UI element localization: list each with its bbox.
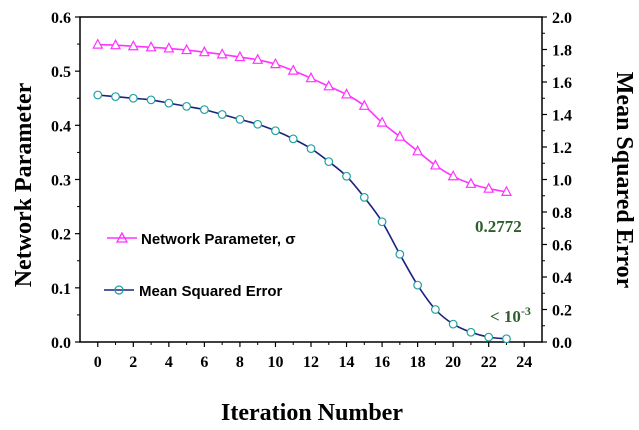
x-tick-label-0: 0 — [94, 354, 102, 371]
series-1-point-16 — [377, 217, 387, 227]
series-0-point-17 — [394, 130, 406, 141]
legend: Network Parameter, σ Mean Squared Error — [104, 231, 296, 300]
series-1-point-6 — [199, 105, 209, 115]
axes: 0 2 4 6 8 10 12 14 16 18 20 22 240.00.10.20.30.40.50… — [51, 10, 572, 371]
legend-entry-network-parameter: Network Parameter, σ — [107, 231, 296, 248]
series-0-point-21 — [465, 177, 477, 188]
x-tick-label-7: 14 — [339, 354, 355, 371]
y-right-tick-label-1: 0.2 — [552, 303, 572, 320]
series-1-point-12 — [306, 144, 316, 154]
series-0-point-8 — [234, 50, 246, 62]
y-left-tick-label-5: 0.5 — [51, 64, 71, 81]
y-right-tick-label-4: 0.8 — [552, 205, 572, 222]
y-left-tick-label-0: 0.0 — [51, 335, 71, 352]
x-tick-label-3: 6 — [200, 354, 208, 371]
series-0-point-9 — [252, 53, 264, 64]
x-tick-label-2: 4 — [165, 354, 173, 371]
y-right-tick-label-7: 1.4 — [552, 108, 572, 125]
y-right-tick-label-2: 0.4 — [552, 270, 572, 287]
series-1-point-1 — [111, 92, 120, 102]
series-line-0 — [97, 43, 507, 193]
x-tick-label-12: 24 — [516, 354, 532, 371]
series-1-point-5 — [182, 101, 192, 111]
series-1-point-15 — [359, 192, 369, 202]
series-1-point-13 — [324, 157, 334, 167]
y-right-tick-label-9: 1.8 — [552, 43, 572, 60]
series-0-point-13 — [323, 80, 335, 91]
y-right-tick-label-8: 1.6 — [552, 75, 572, 92]
series-0-point-2 — [127, 39, 139, 51]
x-tick-label-6: 12 — [303, 354, 319, 371]
y-right-tick-label-3: 0.6 — [552, 238, 572, 255]
series-1-point-0 — [93, 90, 103, 100]
y-axis-left-title: Network Parameter — [11, 82, 37, 287]
y-left-tick-label-1: 0.1 — [51, 281, 71, 298]
legend-label-mse: Mean Squared Error — [139, 283, 283, 300]
series-0-point-15 — [358, 99, 370, 110]
series-1-point-14 — [342, 171, 351, 181]
x-tick-label-8: 16 — [374, 354, 390, 371]
y-left-tick-label-4: 0.4 — [51, 118, 71, 135]
series-1-point-7 — [217, 110, 227, 119]
series-0-point-0 — [92, 38, 104, 49]
series-0-point-23 — [500, 185, 512, 196]
series-line-1 — [97, 94, 507, 340]
series-0-point-14 — [341, 88, 353, 99]
series-1-point-18 — [413, 280, 423, 290]
series-0-point-19 — [429, 159, 441, 170]
series-0-point-5 — [181, 43, 193, 55]
series-0-point-11 — [287, 64, 299, 75]
x-tick-label-4: 8 — [236, 354, 244, 371]
series-1-point-2 — [128, 93, 138, 103]
annotation-final-mse-exponent: -3 — [521, 304, 531, 318]
annotation-final-parameter: 0.2772 — [475, 217, 522, 236]
series-0-point-16 — [376, 116, 388, 127]
x-tick-label-10: 20 — [445, 354, 461, 371]
series-1-point-17 — [395, 249, 405, 259]
series-1-point-3 — [146, 95, 156, 105]
x-tick-label-1: 2 — [129, 354, 137, 371]
x-tick-label-5: 10 — [267, 354, 283, 371]
legend-entry-mse: Mean Squared Error — [104, 283, 283, 300]
y-axis-right-title: Mean Squared Error — [611, 72, 637, 289]
series-1-point-19 — [430, 305, 440, 314]
series-0-point-1 — [110, 38, 122, 50]
series-0-point-22 — [483, 182, 495, 193]
y-right-tick-label-10: 2.0 — [552, 10, 572, 27]
series-0-point-18 — [412, 145, 424, 156]
legend-label-network-parameter: Network Parameter, σ — [141, 231, 296, 248]
series-0-point-7 — [216, 48, 228, 59]
series-1-point-20 — [448, 319, 458, 329]
series-1-point-21 — [466, 327, 476, 337]
series-0-point-3 — [145, 41, 157, 52]
series-1-point-23 — [502, 334, 511, 344]
x-tick-label-9: 18 — [410, 354, 426, 371]
y-right-tick-label-5: 1.0 — [552, 173, 572, 190]
series-0-point-10 — [269, 57, 281, 69]
legend-marker-circle — [114, 285, 124, 295]
series-1-point-8 — [235, 114, 245, 124]
series-1-point-10 — [271, 126, 280, 136]
series-0-point-20 — [447, 169, 459, 181]
x-tick-label-11: 22 — [481, 354, 497, 371]
y-left-tick-label-6: 0.6 — [51, 10, 71, 27]
legend-marker-triangle — [115, 231, 129, 243]
y-right-tick-label-6: 1.2 — [552, 140, 572, 157]
annotation-final-mse-base: < 10 — [490, 307, 521, 326]
series-1-point-22 — [484, 332, 494, 342]
series-0-point-12 — [305, 71, 317, 83]
x-axis-title: Iteration Number — [221, 400, 403, 426]
y-right-tick-label-0: 0.0 — [552, 335, 572, 352]
series-0-point-4 — [163, 42, 175, 53]
y-left-tick-label-3: 0.3 — [51, 173, 71, 190]
series-0-point-6 — [198, 45, 210, 57]
series-layer — [92, 38, 512, 344]
annotation-final-mse: < 10-3 — [490, 304, 531, 326]
series-1-point-11 — [288, 134, 298, 144]
series-1-point-9 — [253, 119, 263, 129]
series-1-point-4 — [164, 98, 174, 108]
y-left-tick-label-2: 0.2 — [51, 227, 71, 244]
